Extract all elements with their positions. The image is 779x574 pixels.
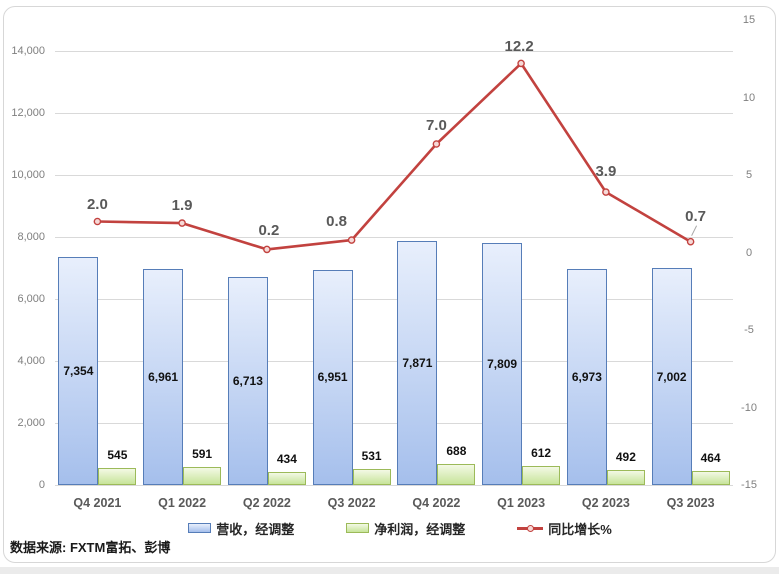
chart-frame-border bbox=[3, 6, 776, 563]
revenue-bar bbox=[566, 268, 607, 485]
growth-line-marker bbox=[517, 59, 525, 68]
gridline bbox=[55, 175, 733, 176]
primary-axis-tick: 8,000 bbox=[17, 231, 45, 243]
growth-value-label: 12.2 bbox=[504, 38, 534, 56]
secondary-axis-tick: -10 bbox=[741, 401, 757, 414]
primary-axis-tick: 4,000 bbox=[17, 355, 45, 367]
revenue-bar bbox=[312, 269, 353, 485]
legend-label-revenue: 营收，经调整 bbox=[216, 521, 295, 537]
category-label: Q2 2023 bbox=[581, 496, 630, 510]
legend-item-revenue: 营收，经调整 bbox=[188, 519, 294, 538]
primary-axis-tick: 2,000 bbox=[17, 417, 45, 429]
category-label: Q1 2023 bbox=[497, 496, 546, 510]
profit-bar bbox=[267, 471, 306, 485]
profit-bar-value: 434 bbox=[276, 451, 297, 466]
growth-value-label: 1.9 bbox=[171, 197, 193, 215]
growth-value-label: 0.7 bbox=[685, 207, 707, 225]
label-leader-line bbox=[691, 225, 698, 236]
revenue-bar bbox=[227, 276, 268, 485]
data-source-note: 数据来源: FXTM富拓、彭博 bbox=[10, 540, 171, 555]
profit-bar-value: 464 bbox=[700, 450, 721, 465]
revenue-bar bbox=[58, 257, 99, 485]
profit-bar bbox=[352, 468, 391, 485]
category-label: Q4 2022 bbox=[412, 496, 461, 510]
growth-value-label: 7.0 bbox=[425, 117, 447, 134]
legend-label-growth: 同比增长% bbox=[548, 521, 612, 537]
secondary-axis-tick: -15 bbox=[741, 479, 757, 491]
gridline bbox=[55, 237, 733, 238]
gridline bbox=[55, 299, 733, 300]
profit-bar-value: 545 bbox=[107, 448, 128, 463]
growth-line-marker bbox=[93, 217, 102, 226]
category-label: Q2 2022 bbox=[242, 496, 291, 510]
secondary-axis-tick: 0 bbox=[745, 246, 753, 259]
legend-item-profit: 净利润，经调整 bbox=[346, 519, 465, 538]
growth-line-marker bbox=[263, 245, 271, 254]
profit-bar bbox=[606, 469, 645, 485]
revenue-bar-value: 6,713 bbox=[232, 373, 263, 388]
growth-line-marker bbox=[602, 188, 610, 196]
gridline bbox=[55, 361, 733, 362]
legend-item-growth: 同比增长% bbox=[517, 519, 612, 538]
growth-value-label: 2.0 bbox=[86, 195, 108, 213]
revenue-bar-value: 7,354 bbox=[63, 364, 94, 378]
primary-axis-tick: 0 bbox=[38, 479, 45, 491]
primary-axis-tick: 14,000 bbox=[11, 45, 45, 57]
growth-line bbox=[97, 62, 692, 251]
category-label: Q4 2021 bbox=[73, 496, 122, 510]
legend-label-profit: 净利润，经调整 bbox=[374, 521, 466, 537]
primary-axis-tick: 12,000 bbox=[11, 107, 45, 119]
secondary-axis-tick: -5 bbox=[744, 324, 754, 336]
primary-axis-tick: 10,000 bbox=[11, 169, 45, 181]
profit-bar bbox=[437, 463, 476, 485]
revenue-bar bbox=[397, 241, 438, 485]
growth-value-label: 3.9 bbox=[595, 163, 617, 181]
category-label: Q1 2022 bbox=[158, 496, 207, 510]
revenue-bar-swatch-icon bbox=[188, 523, 212, 533]
revenue-bar bbox=[143, 269, 184, 485]
profit-bar bbox=[98, 468, 137, 485]
revenue-bar-value: 6,951 bbox=[317, 370, 348, 385]
revenue-bar-value: 7,809 bbox=[487, 357, 518, 371]
revenue-bar-value: 6,973 bbox=[571, 369, 602, 384]
profit-bar-value: 591 bbox=[192, 446, 213, 461]
category-label: Q3 2022 bbox=[327, 496, 376, 510]
gridline bbox=[55, 485, 733, 486]
revenue-bar-value: 6,961 bbox=[148, 370, 179, 385]
revenue-bar-value: 7,002 bbox=[656, 369, 687, 384]
primary-axis-tick: 6,000 bbox=[17, 293, 45, 305]
profit-bar-swatch-icon bbox=[346, 523, 370, 533]
profit-bar-value: 531 bbox=[361, 448, 382, 463]
profit-bar bbox=[691, 470, 730, 485]
gridline bbox=[55, 423, 733, 424]
growth-value-label: 0.8 bbox=[326, 213, 348, 231]
secondary-axis-tick: 10 bbox=[742, 91, 756, 104]
profit-bar-value: 688 bbox=[446, 443, 467, 458]
revenue-bar-value: 7,871 bbox=[402, 356, 433, 370]
revenue-bar bbox=[482, 242, 523, 485]
category-label: Q3 2023 bbox=[666, 496, 715, 510]
growth-line-marker bbox=[347, 236, 356, 244]
bottom-edge-strip bbox=[0, 567, 779, 574]
growth-line-marker bbox=[432, 140, 441, 148]
growth-value-label: 0.2 bbox=[258, 222, 280, 240]
profit-bar-value: 612 bbox=[531, 446, 552, 460]
gridline bbox=[55, 113, 733, 114]
secondary-axis-tick: 15 bbox=[742, 14, 756, 26]
gridline bbox=[55, 51, 733, 52]
profit-bar bbox=[522, 466, 561, 485]
revenue-bar bbox=[651, 267, 692, 485]
growth-line-swatch-icon bbox=[517, 523, 544, 533]
legend: 营收，经调整 净利润，经调整 同比增长% bbox=[60, 518, 740, 538]
growth-line-marker bbox=[178, 219, 186, 227]
profit-bar bbox=[183, 466, 222, 485]
secondary-axis-tick: 5 bbox=[745, 169, 753, 181]
profit-bar-value: 492 bbox=[615, 449, 636, 464]
growth-line-marker bbox=[686, 237, 695, 246]
